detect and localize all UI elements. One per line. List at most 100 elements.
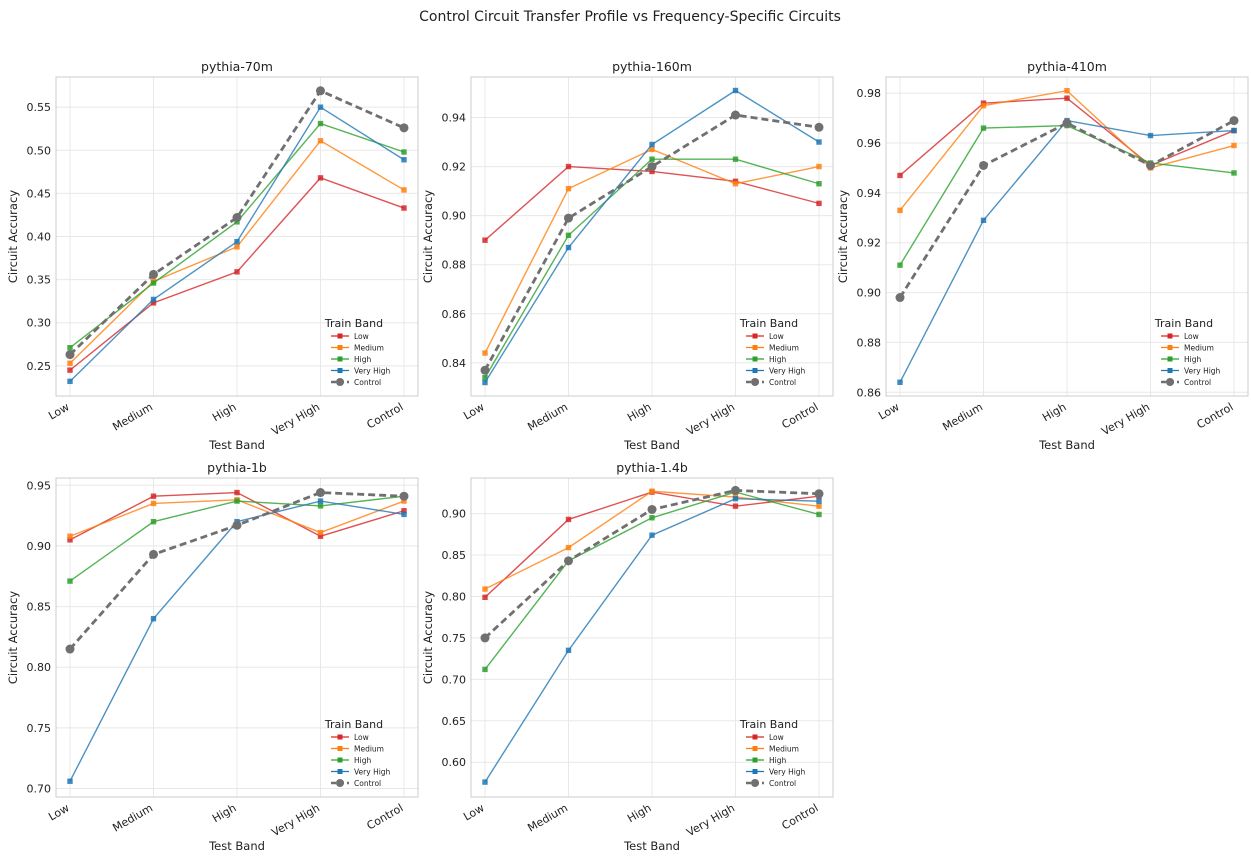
data-point (482, 379, 488, 386)
data-point (649, 156, 655, 162)
y-tick-label: 0.70 (442, 673, 467, 686)
y-tick-label: 0.60 (442, 756, 467, 769)
legend-label: High (769, 355, 786, 364)
legend-title: Train Band (739, 317, 798, 330)
data-point (649, 168, 655, 175)
legend-label: Low (354, 733, 369, 742)
legend-swatch-marker (337, 333, 343, 339)
data-point (1064, 88, 1070, 94)
data-point (565, 244, 572, 251)
legend-label: Medium (354, 344, 384, 353)
legend-label: Control (1184, 378, 1211, 387)
legend-swatch-marker (336, 378, 344, 386)
data-point (401, 187, 407, 193)
data-point (649, 141, 655, 148)
data-point (150, 615, 157, 622)
plot-frame (55, 76, 419, 397)
legend-label: Control (354, 378, 381, 387)
data-point (980, 217, 987, 224)
data-point (482, 779, 488, 785)
data-point (67, 778, 73, 784)
data-point (480, 633, 490, 643)
data-point (65, 644, 75, 654)
legend-label: Very High (769, 367, 806, 376)
data-point (317, 498, 324, 504)
data-point (482, 586, 488, 592)
legend-label: High (1184, 355, 1201, 364)
chart-title: pythia-410m (1027, 59, 1107, 74)
chart-panel: 0.86 0.88 0.90 0.92 0.94 0.96 0.98 Low Medium Hig… (836, 59, 1249, 452)
plot-frame (470, 76, 834, 397)
y-tick-label: 0.50 (27, 144, 52, 157)
data-point (150, 493, 157, 499)
legend-swatch-marker (1167, 345, 1173, 350)
y-tick-label: 0.80 (27, 661, 52, 674)
chart-title: pythia-1.4b (616, 460, 688, 475)
y-tick-label: 0.30 (27, 317, 52, 330)
data-point (232, 213, 242, 223)
legend-swatch-marker (337, 368, 343, 373)
y-tick-label: 0.40 (27, 231, 52, 244)
data-point (401, 157, 407, 163)
x-tick-label: Medium (110, 400, 155, 433)
data-point (1231, 127, 1237, 134)
x-tick-label: Very High (269, 801, 322, 839)
chart-title: pythia-160m (612, 59, 692, 74)
data-point (565, 163, 572, 170)
data-point (399, 491, 409, 501)
legend-label: Very High (1184, 367, 1221, 376)
y-tick-label: 0.85 (442, 549, 467, 562)
legend-swatch-marker (752, 368, 758, 373)
legend-swatch-marker (752, 746, 758, 751)
y-tick-label: 0.84 (442, 357, 467, 370)
x-axis-label: Test Band (1038, 438, 1095, 452)
data-point (897, 172, 903, 179)
x-tick-label: Medium (525, 400, 570, 433)
data-point (317, 529, 324, 536)
data-point (732, 87, 739, 94)
y-tick-label: 0.88 (442, 259, 467, 272)
data-point (1231, 142, 1237, 149)
data-point (67, 345, 73, 351)
data-point (565, 232, 572, 238)
data-point (897, 262, 903, 268)
data-point (399, 123, 409, 133)
data-point (647, 504, 657, 514)
x-tick-label: Very High (684, 801, 737, 839)
data-point (482, 374, 488, 381)
y-tick-label: 0.88 (857, 336, 882, 349)
x-tick-label: Control (365, 400, 406, 431)
legend-label: Control (354, 779, 381, 788)
data-point (317, 175, 324, 181)
data-point (317, 104, 324, 110)
y-axis-label: Circuit Accuracy (421, 190, 435, 283)
legend-swatch-marker (1167, 368, 1173, 373)
y-tick-label: 0.25 (27, 360, 52, 373)
legend-swatch-marker (752, 769, 758, 774)
data-point (979, 160, 988, 170)
legend-swatch-marker (751, 779, 759, 787)
legend-swatch-marker (752, 345, 758, 350)
y-tick-label: 0.65 (442, 715, 467, 728)
data-point (816, 139, 822, 145)
y-tick-label: 0.45 (27, 187, 52, 200)
plot-frame (885, 76, 1249, 397)
data-point (482, 594, 488, 601)
series-line (69, 89, 405, 356)
data-point (317, 120, 324, 127)
y-axis-label: Circuit Accuracy (836, 190, 850, 283)
data-point (401, 508, 407, 514)
data-point (649, 515, 655, 521)
legend-label: Low (1184, 332, 1199, 341)
legend-label: Low (354, 332, 369, 341)
legend-label: Low (769, 733, 784, 742)
data-point (564, 213, 573, 223)
chart-title: pythia-70m (201, 59, 273, 74)
data-point (980, 125, 987, 131)
figure-title: Control Circuit Transfer Profile vs Freq… (419, 9, 841, 25)
data-point (482, 350, 488, 356)
data-point (897, 207, 903, 214)
legend-swatch-marker (337, 769, 343, 774)
chart-panel: 0.60 0.65 0.70 0.75 0.80 0.85 0.90 Low Medium Hig… (421, 460, 834, 853)
